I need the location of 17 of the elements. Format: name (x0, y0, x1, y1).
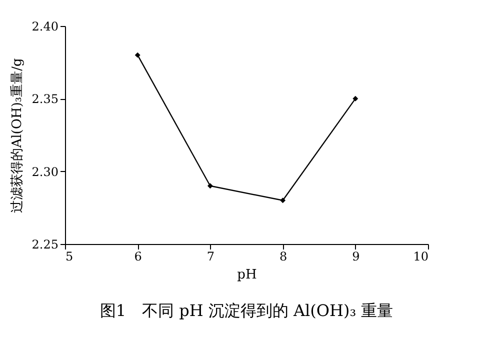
y-tick-label: 2.35 (32, 92, 58, 106)
x-tick-label: 6 (134, 250, 142, 264)
x-tick-label: 10 (413, 250, 428, 264)
point (207, 183, 213, 189)
x-axis-title: pH (237, 268, 257, 282)
text: 图1 不同 pH 沉淀得到的 Al(OH)₃ 重量 (100, 301, 394, 320)
point (280, 198, 286, 204)
point (352, 96, 358, 102)
y-tick-label: 2.30 (32, 164, 58, 179)
y-tick-label: 2.40 (32, 20, 58, 34)
x-tick-label: 7 (206, 250, 215, 264)
x-tick-label: 8 (279, 250, 288, 264)
y-tick-label: 2.25 (32, 238, 58, 252)
x-tick-label: 5 (66, 250, 74, 264)
x-tick-label: 9 (352, 250, 360, 264)
point (134, 52, 140, 58)
y-axis-title: 过滤获得的Al(OH)₃重量/g (10, 58, 25, 213)
